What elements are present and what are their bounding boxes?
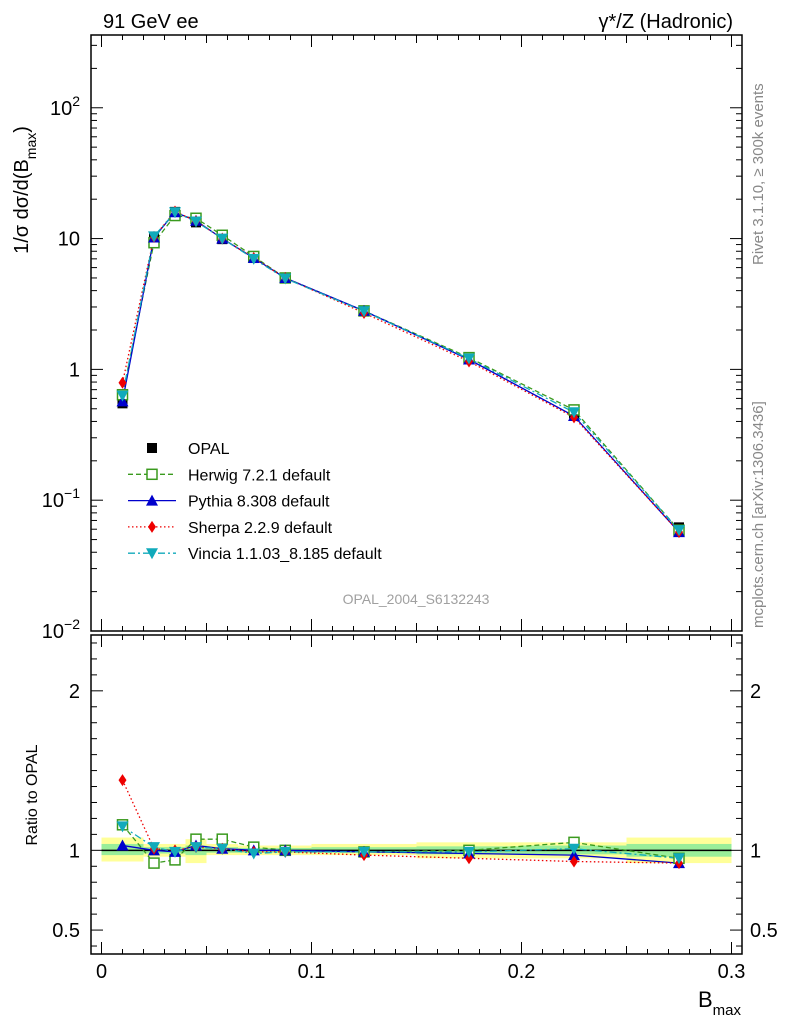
main-y-axis-label-close: ) [11, 126, 33, 133]
ratio-line-herwig [121, 824, 680, 864]
main-y-axis-label-text: 1/σ dσ/d(B [11, 159, 33, 254]
main-y-tick-label: 102 [50, 93, 80, 120]
legend-marker-opal [147, 443, 157, 453]
header-left-label: 91 GeV ee [103, 11, 199, 33]
main-y-tick-label: 10 [58, 229, 80, 251]
x-axis-label: Bmax [698, 987, 742, 1019]
x-tick-label: 0.2 [508, 961, 536, 983]
ratio-point-vincia [247, 848, 260, 860]
main-y-axis-label-sub: max [23, 133, 39, 159]
main-y-tick-label-exp: −2 [64, 616, 80, 632]
ratio-point-vincia [463, 846, 475, 858]
main-y-tick-label-base: 10 [58, 229, 80, 251]
ratio-point-vincia [216, 843, 229, 855]
main-axis-ticks [91, 35, 742, 954]
main-point-vincia [673, 525, 685, 537]
legend-marker-pythia [146, 494, 158, 506]
x-axis-label-text: B [698, 987, 713, 1012]
rivet-version-label: Rivet 3.1.10, ≥ 300k events [750, 83, 767, 265]
main-point-sherpa [118, 376, 127, 389]
main-point-vincia [279, 273, 292, 285]
main-y-tick-label-base: 10 [42, 490, 64, 512]
ratio-y-tick-label-left: 0.5 [52, 920, 80, 942]
main-point-vincia [247, 253, 260, 265]
main-y-tick-label: 10−1 [42, 485, 80, 512]
ratio-point-sherpa [118, 774, 127, 787]
x-tick-label: 0.1 [298, 961, 326, 983]
mcplots-label: mcplots.cern.ch [arXiv:1306.3436] [750, 401, 767, 628]
main-point-vincia [169, 207, 181, 219]
main-line-sherpa [121, 210, 680, 533]
legend-label-vincia: Vincia 1.1.03_8.185 default [188, 546, 382, 563]
ratio-series-markers [116, 774, 685, 870]
main-y-tick-label-base: 1 [69, 359, 80, 381]
main-y-axis-label: 1/σ dσ/d(Bmax) [11, 126, 39, 254]
ratio-y-tick-label-right: 0.5 [750, 920, 778, 942]
ratio-axis-ticks [91, 642, 742, 947]
x-tick-label: 0 [96, 961, 107, 983]
main-y-tick-label: 10−2 [42, 616, 80, 643]
ratio-point-sherpa [570, 855, 578, 868]
ratio-point-vincia [279, 846, 292, 858]
ratio-point-herwig [148, 857, 160, 869]
ratio-point-vincia [169, 846, 181, 858]
main-y-tick-label-exp: −1 [64, 485, 80, 501]
ratio-point-vincia [568, 843, 580, 855]
main-y-tick-label: 1 [69, 359, 80, 381]
ratio-panel-frame [90, 634, 743, 955]
ratio-point-vincia [673, 853, 685, 865]
ratio-y-axis-label: Ratio to OPAL [24, 744, 41, 845]
ratio-point-vincia [358, 846, 370, 858]
ratio-point-vincia [148, 842, 160, 854]
legend-label-pythia: Pythia 8.308 default [188, 494, 330, 511]
ratio-y-tick-label-left: 1 [69, 840, 80, 862]
ratio-y-tick-labels: 0.5 0.5 1 1 2 2 [52, 681, 778, 942]
ratio-point-sherpa [465, 852, 473, 865]
legend-label-sherpa: Sherpa 2.2.9 default [188, 520, 333, 537]
main-point-vincia [148, 231, 160, 243]
legend-marker-herwig [146, 468, 158, 481]
main-series-markers [116, 205, 685, 539]
main-point-vincia [463, 353, 475, 365]
ratio-point-vincia [116, 821, 129, 833]
ratio-point-pythia [116, 839, 129, 851]
legend-label-herwig: Herwig 7.2.1 default [188, 467, 331, 484]
main-y-tick-label-exp: 2 [72, 93, 80, 109]
x-axis-label-sub: max [713, 1002, 742, 1019]
main-y-tick-label-base: 10 [42, 621, 64, 643]
ratio-point-herwig [216, 833, 228, 845]
main-point-vincia [358, 306, 370, 318]
main-point-vincia [116, 390, 129, 402]
ratio-y-tick-label-right: 1 [750, 840, 761, 862]
main-point-vincia [568, 407, 580, 419]
legend: OPAL Herwig 7.2.1 default Pythia 8.308 def… [128, 441, 382, 563]
ratio-y-tick-label-right: 2 [750, 681, 761, 703]
ratio-y-tick-label-left: 2 [69, 681, 80, 703]
analysis-watermark: OPAL_2004_S6132243 [343, 591, 490, 607]
ratio-point-vincia [190, 842, 202, 854]
main-point-vincia [216, 233, 229, 245]
ratio-x-tick-labels: 0 0.1 0.2 0.3 [96, 961, 745, 983]
legend-marker-sherpa [148, 520, 156, 533]
legend-label-opal: OPAL [188, 441, 230, 458]
header-right-label: γ*/Z (Hadronic) [599, 11, 733, 33]
x-tick-label: 0.3 [718, 961, 746, 983]
main-point-vincia [190, 216, 202, 228]
legend-marker-vincia [146, 548, 158, 560]
main-y-tick-label-base: 10 [50, 98, 72, 120]
